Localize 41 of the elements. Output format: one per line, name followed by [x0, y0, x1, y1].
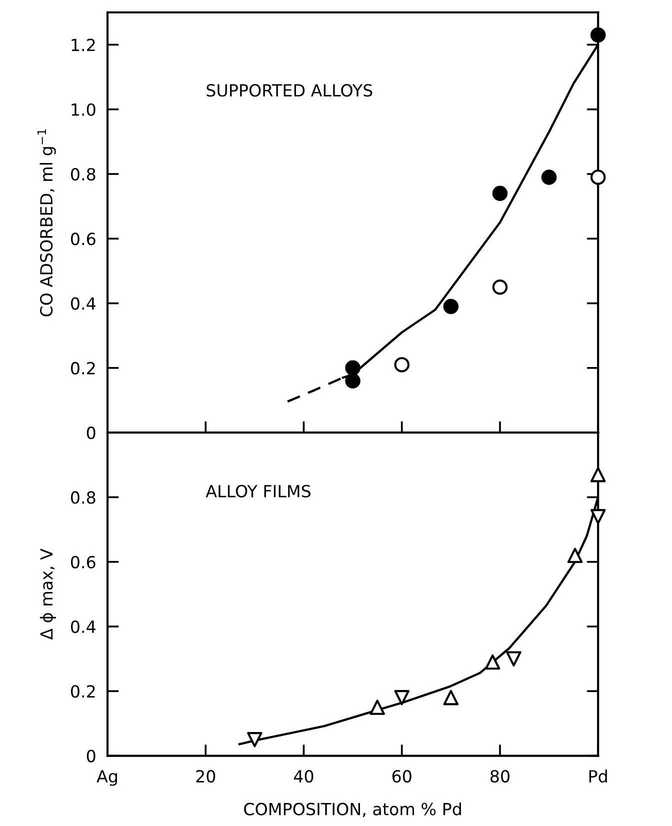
- x-tick-label: Ag: [96, 770, 117, 786]
- point: [492, 186, 508, 202]
- x-tick-label: Pd: [589, 770, 607, 783]
- point: [492, 279, 508, 295]
- point: [567, 548, 583, 564]
- y-tick-label: 1.0: [72, 103, 96, 116]
- point: [443, 690, 459, 706]
- y-tick-label: 0.6: [71, 556, 96, 568]
- point: [484, 654, 500, 670]
- y-tick-label: 0.2: [71, 685, 95, 698]
- point: [394, 690, 410, 706]
- point: [370, 700, 385, 715]
- point: [590, 170, 606, 185]
- y-tick-label: 0: [86, 750, 96, 762]
- annotation: ALLOY FILMS: [206, 484, 310, 498]
- point: [443, 298, 459, 314]
- y-tick-label: 0.8: [71, 491, 96, 504]
- x-tick-label: 40: [294, 770, 314, 783]
- point: [541, 170, 557, 185]
- point: [506, 651, 522, 666]
- y-tick-label: 0.2: [71, 362, 95, 374]
- y-tick-label: 0: [86, 426, 96, 440]
- point: [590, 466, 606, 482]
- y-axis-title: Δ ϕ max, V: [40, 548, 56, 640]
- y-tick-label: 0.8: [71, 168, 96, 181]
- x-tick-label: 60: [392, 770, 412, 783]
- y-tick-label: 1.2: [72, 38, 95, 52]
- y-tick-label: 0.4: [71, 297, 96, 310]
- annotation: SUPPORTED ALLOYS: [206, 84, 372, 97]
- y-axis-title: CO ADSORBED, ml g$^{−1}$: [38, 129, 56, 316]
- x-tick-label: 20: [196, 770, 216, 783]
- point: [590, 27, 606, 43]
- point: [590, 508, 606, 524]
- x-axis-title: COMPOSITION, atom % Pd: [244, 802, 461, 818]
- y-tick-label: 0.4: [71, 620, 96, 634]
- point: [247, 732, 262, 748]
- x-tick-label: 80: [490, 770, 510, 783]
- point: [394, 357, 410, 372]
- point: [345, 360, 360, 376]
- point: [345, 373, 360, 388]
- y-tick-label: 0.6: [71, 232, 96, 246]
